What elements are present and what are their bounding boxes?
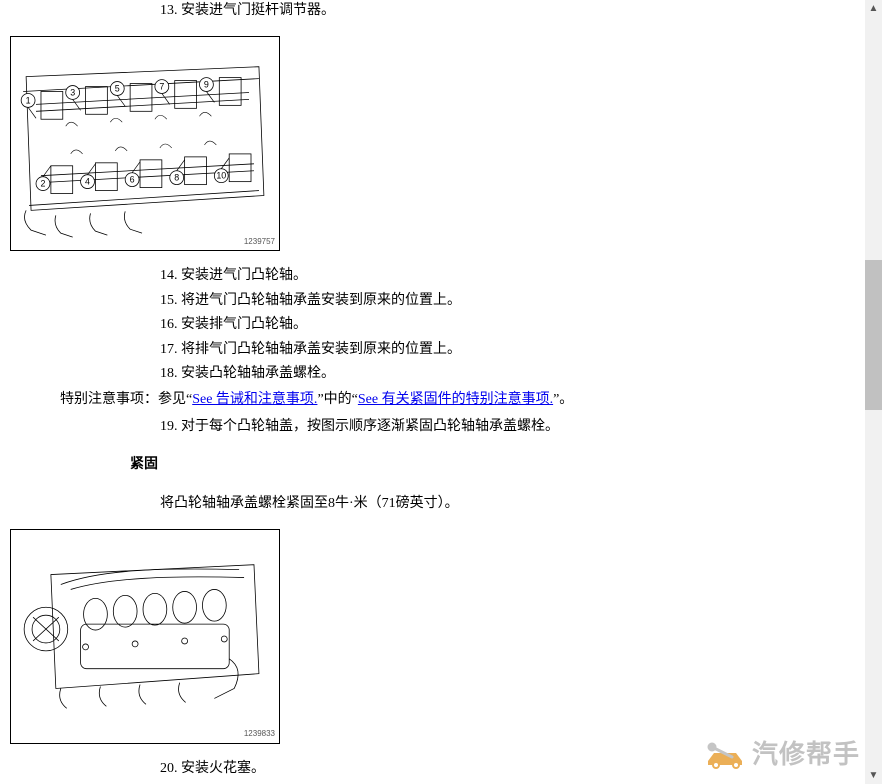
- note-prefix: 特别注意事项：参见“: [60, 392, 192, 407]
- figure-camshaft-sequence: 1 3 5 7 9 2 4 6 8 10 1239757: [10, 36, 280, 251]
- step-text: 将排气门凸轮轴轴承盖安装到原来的位置上。: [181, 342, 461, 357]
- figure-id: 1239757: [244, 236, 275, 249]
- step-16: 16. 安装排气门凸轮轴。: [160, 314, 860, 336]
- step-17: 17. 将排气门凸轮轴轴承盖安装到原来的位置上。: [160, 339, 860, 361]
- step-num: 15.: [160, 290, 178, 312]
- sparkplug-drawing: [11, 530, 279, 743]
- step-18: 18. 安装凸轮轴轴承盖螺栓。: [160, 363, 860, 385]
- svg-text:2: 2: [40, 179, 45, 189]
- step-text: 对于每个凸轮轴盖，按图示顺序逐渐紧固凸轮轴轴承盖螺栓。: [181, 419, 559, 434]
- link-fastener-note[interactable]: See 有关紧固件的特别注意事项.: [358, 392, 553, 407]
- document-content: 13. 安装进气门挺杆调节器。: [0, 0, 860, 784]
- note-mid: ”中的“: [317, 392, 357, 407]
- step-num: 19.: [160, 416, 178, 438]
- step-19: 19. 对于每个凸轮轴盖，按图示顺序逐渐紧固凸轮轴轴承盖螺栓。: [160, 416, 860, 438]
- step-text: 安装进气门挺杆调节器。: [181, 3, 335, 18]
- svg-text:8: 8: [174, 173, 179, 183]
- step-num: 18.: [160, 363, 178, 385]
- svg-text:10: 10: [216, 171, 226, 181]
- svg-text:9: 9: [204, 80, 209, 90]
- torque-spec: 将凸轮轴轴承盖螺栓紧固至8牛·米（71磅英寸）。: [160, 493, 860, 515]
- section-heading-torque: 紧固: [130, 454, 860, 476]
- step-num: 16.: [160, 314, 178, 336]
- step-13: 13. 安装进气门挺杆调节器。: [160, 0, 860, 22]
- scroll-thumb[interactable]: [865, 260, 882, 410]
- step-text: 安装火花塞。: [181, 761, 265, 776]
- figure-id: 1239833: [244, 728, 275, 741]
- watermark-text: 汽修帮手: [752, 734, 860, 776]
- svg-text:5: 5: [115, 84, 120, 94]
- step-text: 安装排气门凸轮轴。: [181, 317, 307, 332]
- step-text: 安装凸轮轴轴承盖螺栓。: [181, 366, 335, 381]
- svg-text:4: 4: [85, 177, 90, 187]
- camshaft-drawing: 1 3 5 7 9 2 4 6 8 10: [11, 37, 279, 250]
- vertical-scrollbar[interactable]: ▲ ▼: [865, 0, 882, 784]
- step-text: 安装进气门凸轮轴。: [181, 268, 307, 283]
- figure-spark-plug: 1239833: [10, 529, 280, 744]
- step-14: 14. 安装进气门凸轮轴。: [160, 265, 860, 287]
- svg-text:6: 6: [130, 175, 135, 185]
- step-num: 17.: [160, 339, 178, 361]
- note-suffix: ”。: [553, 392, 573, 407]
- step-15: 15. 将进气门凸轮轴轴承盖安装到原来的位置上。: [160, 290, 860, 312]
- step-text: 将进气门凸轮轴轴承盖安装到原来的位置上。: [181, 293, 461, 308]
- scroll-up-arrow-icon[interactable]: ▲: [865, 0, 882, 17]
- svg-text:1: 1: [26, 96, 31, 106]
- wrench-car-icon: [706, 741, 746, 769]
- step-num: 20.: [160, 758, 178, 780]
- scroll-down-arrow-icon[interactable]: ▼: [865, 767, 882, 784]
- link-warnings[interactable]: See 告诫和注意事项.: [192, 392, 317, 407]
- step-num: 14.: [160, 265, 178, 287]
- svg-text:3: 3: [70, 88, 75, 98]
- svg-text:7: 7: [159, 82, 164, 92]
- special-note: 特别注意事项：参见“See 告诫和注意事项.”中的“See 有关紧固件的特别注意…: [60, 389, 860, 411]
- step-num: 13.: [160, 0, 178, 22]
- watermark: 汽修帮手: [706, 734, 860, 776]
